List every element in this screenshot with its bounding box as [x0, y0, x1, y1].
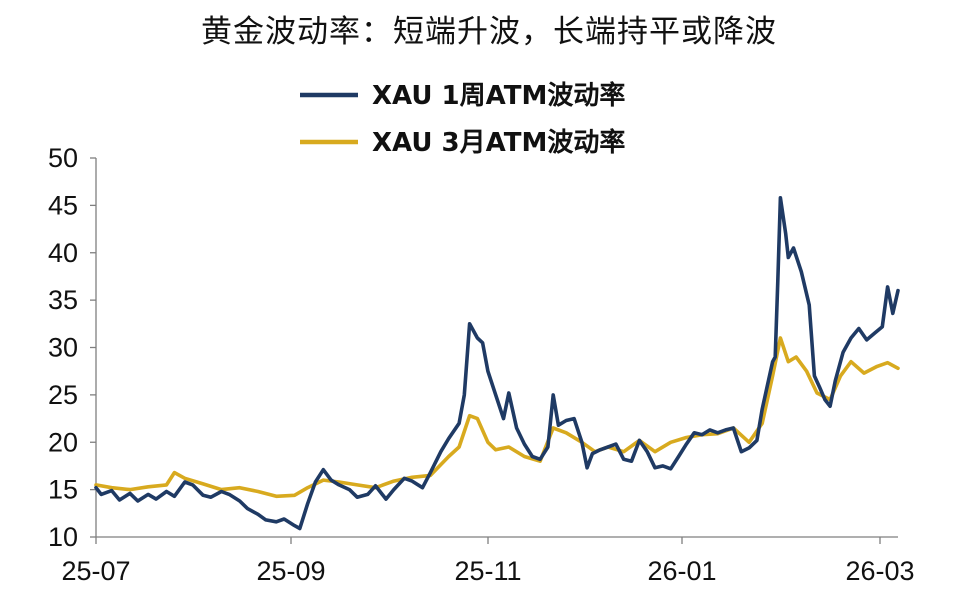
series-layer [94, 196, 900, 531]
legend: XAU 1周ATM波动率 XAU 3月ATM波动率 [300, 80, 625, 158]
x-tick-label: 26-03 [845, 556, 914, 586]
y-tick-label: 15 [48, 475, 78, 505]
legend-label-1: XAU 1周ATM波动率 [372, 80, 625, 111]
y-tick-label: 10 [48, 522, 78, 552]
y-tick-label: 25 [48, 380, 78, 410]
x-tick-label: 25-09 [256, 556, 325, 586]
x-tick-label: 26-01 [647, 556, 716, 586]
series-line-2 [94, 336, 900, 499]
x-tick-label: 25-11 [454, 556, 521, 586]
chart-title: 黄金波动率：短端升波，长端持平或降波 [201, 14, 777, 50]
y-tick-label: 30 [48, 333, 78, 363]
series-line-1 [94, 196, 900, 531]
y-tick-label: 40 [48, 238, 78, 268]
y-tick-label: 35 [48, 285, 78, 315]
x-tick-label: 25-07 [61, 556, 130, 586]
y-tick-label: 20 [48, 427, 78, 457]
legend-label-2: XAU 3月ATM波动率 [372, 127, 625, 158]
axes: 10 15 20 25 30 35 40 45 50 25-07 25-09 25-11 26-01 26… [48, 143, 915, 586]
y-tick-label: 50 [48, 143, 78, 173]
y-tick-label: 45 [48, 190, 78, 220]
